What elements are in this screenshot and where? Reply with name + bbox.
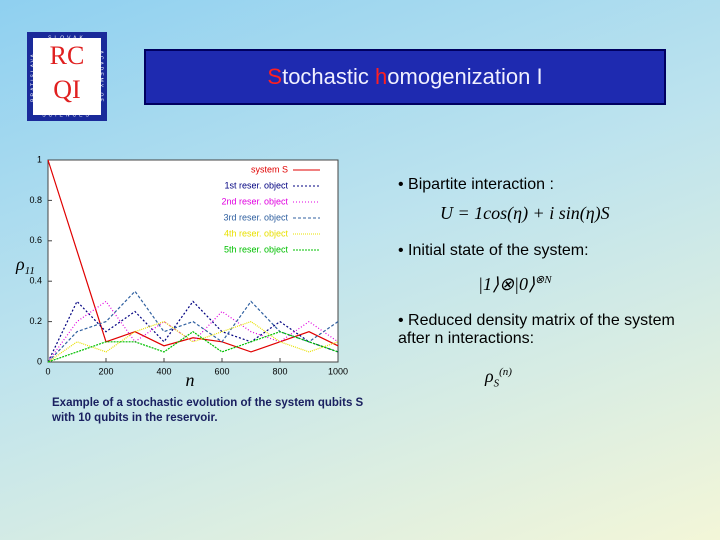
logo-text: ACADEMY OF <box>98 51 104 104</box>
title-part: h <box>375 64 387 89</box>
x-tick-label: 200 <box>98 366 113 376</box>
legend-label: system S <box>251 164 288 174</box>
series-line <box>47 290 339 363</box>
plot-area <box>47 159 339 363</box>
y-tick-label: 1 <box>37 154 42 164</box>
y-axis-label-base: ρ <box>15 254 25 274</box>
formula: |1⟩⊗|0⟩⊗N <box>478 273 552 295</box>
formula-sub: S <box>493 377 500 390</box>
title-part: S <box>267 64 282 89</box>
series-line <box>47 300 339 363</box>
x-tick-label: 600 <box>214 366 229 376</box>
title-part: tochastic <box>282 64 375 89</box>
formula-sup: ⊗N <box>535 274 552 286</box>
bullet: • Reduced density matrix of the system a… <box>398 312 675 347</box>
legend-label: 3rd reser. object <box>223 212 288 222</box>
logo-text: SLOVAK <box>48 35 86 41</box>
formula: U = 1cos(η) + i sin(η)S <box>440 203 610 223</box>
x-tick-label: 0 <box>45 366 50 376</box>
formula: ρS(n) <box>485 366 512 390</box>
y-tick-label: 0.8 <box>29 195 42 205</box>
title-part: omogenization I <box>387 64 542 89</box>
x-tick-label: 1000 <box>328 366 348 376</box>
title-box <box>144 49 666 105</box>
legend-label: 5th reser. object <box>224 244 289 254</box>
bullet: • Initial state of the system: <box>398 242 589 259</box>
series-line <box>47 330 339 363</box>
x-tick-label: 800 <box>272 366 287 376</box>
logo-text: BRATISLAVA <box>30 52 36 102</box>
title: Stochastic homogenization I <box>267 64 542 89</box>
logo-box <box>27 32 107 121</box>
bullet: • Bipartite interaction : <box>398 176 554 193</box>
y-axis-label-sub: 11 <box>25 265 35 277</box>
y-tick-label: 0.2 <box>29 316 42 326</box>
logo-letters: QI <box>53 75 80 104</box>
series-line <box>47 320 339 363</box>
legend-label: 1st reser. object <box>224 180 288 190</box>
logo-letters: RC <box>50 41 85 70</box>
y-axis-label: ρ11 <box>15 254 35 276</box>
formula-base: |1⟩⊗|0⟩ <box>478 274 536 294</box>
x-axis-label: n <box>186 370 195 390</box>
logo-text: SCIENCES <box>42 112 92 118</box>
legend-label: 2nd reser. object <box>221 196 288 206</box>
y-tick-label: 0.6 <box>29 235 42 245</box>
y-tick-label: 0.4 <box>29 276 42 286</box>
chart: 0 0.2 0.4 0.6 0.8 1 0 200 400 600 800 1000 system S 1… <box>29 154 348 376</box>
formula-sup: (n) <box>499 366 512 378</box>
x-tick-label: 400 <box>156 366 171 376</box>
caption: Example of a stochastic evolution of the… <box>52 397 364 424</box>
y-tick-label: 0 <box>37 356 42 366</box>
formula-base: ρ <box>485 366 494 386</box>
series-line <box>47 159 339 353</box>
legend-label: 4th reser. object <box>224 228 289 238</box>
